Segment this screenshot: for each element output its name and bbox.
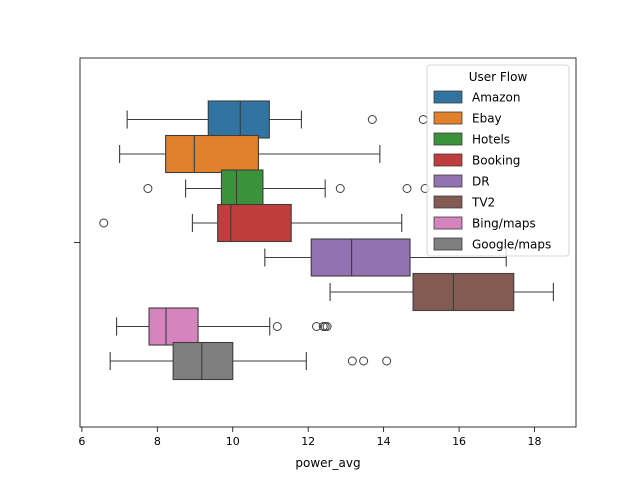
outlier-point	[272, 322, 282, 331]
legend-label-ebay: Ebay	[472, 112, 502, 126]
outlier-point	[359, 356, 369, 366]
box-iqr	[148, 307, 199, 346]
legend-swatch-amazon	[433, 90, 463, 104]
box-iqr	[172, 341, 234, 381]
legend-swatch-dr	[433, 174, 463, 188]
legend-swatch-google-maps	[433, 237, 463, 251]
legend-frame	[426, 64, 570, 257]
legend-swatch-bing-maps	[433, 216, 463, 230]
legend-label-tv2: TV2	[471, 196, 495, 210]
x-axis-label: power_avg	[295, 456, 360, 470]
box-iqr	[217, 203, 292, 243]
x-tick-label: 14	[377, 435, 391, 448]
legend-label-google-maps: Google/maps	[472, 238, 551, 252]
outlier-point	[99, 218, 109, 228]
plot-area	[99, 100, 554, 381]
legend-swatch-ebay	[433, 111, 463, 125]
x-tick-label: 10	[226, 435, 240, 448]
legend-label-amazon: Amazon	[472, 91, 521, 105]
outlier-point	[335, 184, 345, 193]
x-tick-label: 12	[301, 435, 315, 448]
box-iqr	[412, 272, 515, 312]
box-iqr	[207, 100, 270, 139]
outlier-point	[382, 356, 392, 366]
legend-label-dr: DR	[472, 175, 490, 189]
outlier-point	[402, 184, 412, 193]
outlier-point	[347, 356, 357, 366]
legend: User Flow Amazon Ebay Hotels Booking DR TV2 Bi…	[426, 64, 570, 257]
box-iqr	[220, 169, 264, 208]
x-tick-label: 18	[528, 435, 542, 448]
box-group-bing-maps	[116, 307, 332, 346]
outlier-point	[143, 184, 153, 193]
box-group-ebay	[119, 134, 381, 174]
legend-items: Amazon Ebay Hotels Booking DR TV2 Bing/maps Goo…	[433, 90, 551, 252]
outlier-point	[322, 322, 332, 331]
legend-swatch-booking	[433, 153, 463, 167]
box-group-dr	[264, 238, 507, 277]
box-group-booking	[99, 203, 403, 243]
outlier-point	[367, 115, 377, 124]
legend-swatch-hotels	[433, 132, 463, 146]
box-iqr	[310, 238, 411, 277]
x-tick-label: 8	[154, 435, 161, 448]
box-group-tv2	[329, 272, 554, 312]
legend-label-hotels: Hotels	[472, 133, 510, 147]
outlier-point	[311, 322, 321, 331]
x-tick-label: 6	[78, 435, 85, 448]
x-tick-label: 16	[452, 435, 466, 448]
legend-swatch-tv2	[433, 195, 463, 209]
box-group-hotels	[143, 169, 430, 208]
x-axis: 6 8 10 12 14 16 18	[78, 427, 542, 448]
box-iqr	[165, 134, 259, 174]
legend-title: User Flow	[469, 70, 528, 84]
box-group-google-maps	[109, 341, 392, 381]
legend-label-bing-maps: Bing/maps	[472, 217, 536, 231]
legend-label-booking: Booking	[472, 154, 520, 168]
